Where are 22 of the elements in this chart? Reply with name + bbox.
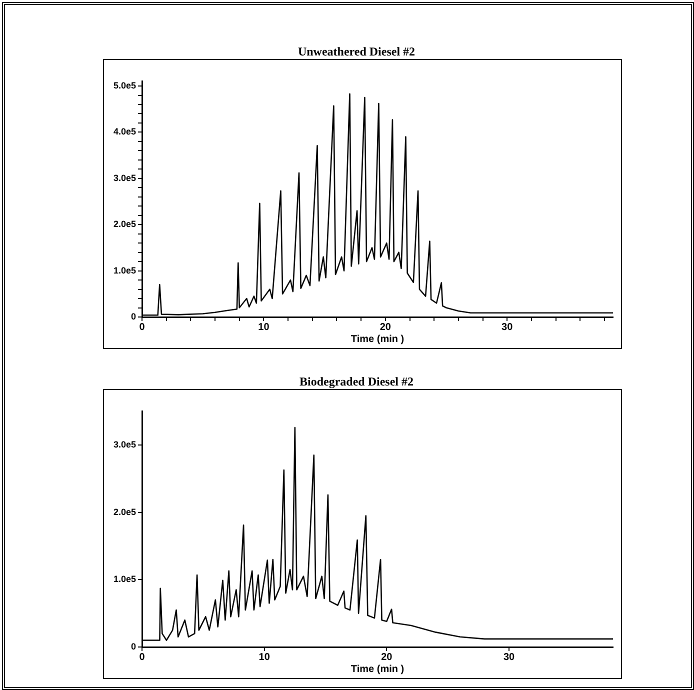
x-tick-label: 0 xyxy=(139,652,146,663)
y-tick-label: 1.0e5 xyxy=(113,265,136,276)
x-tick-label: 10 xyxy=(258,652,270,663)
chart-title: Biodegraded Diesel #2 xyxy=(300,374,414,388)
y-tick-label: 0 xyxy=(130,641,136,652)
y-tick-label: 2.0e5 xyxy=(113,219,136,230)
x-tick-label: 20 xyxy=(380,322,392,333)
x-axis-title: Time (min ) xyxy=(350,664,404,675)
x-tick-label: 10 xyxy=(258,322,270,333)
chart-title: Unweathered Diesel #2 xyxy=(298,44,416,58)
x-tick-label: 0 xyxy=(139,322,146,333)
x-tick-label: 20 xyxy=(381,652,393,663)
x-axis-title: Time (min ) xyxy=(350,334,404,345)
y-tick-label: 3.0e5 xyxy=(113,440,136,450)
x-tick-label: 30 xyxy=(503,652,516,663)
y-tick-label: 0 xyxy=(130,311,136,322)
y-tick-label: 5.0e5 xyxy=(113,80,136,91)
x-tick-label: 30 xyxy=(502,322,514,333)
y-tick-label: 3.0e5 xyxy=(113,172,136,183)
y-tick-label: 4.0e5 xyxy=(113,126,136,137)
y-tick-label: 2.0e5 xyxy=(113,506,136,517)
y-tick-label: 1.0e5 xyxy=(113,574,136,584)
